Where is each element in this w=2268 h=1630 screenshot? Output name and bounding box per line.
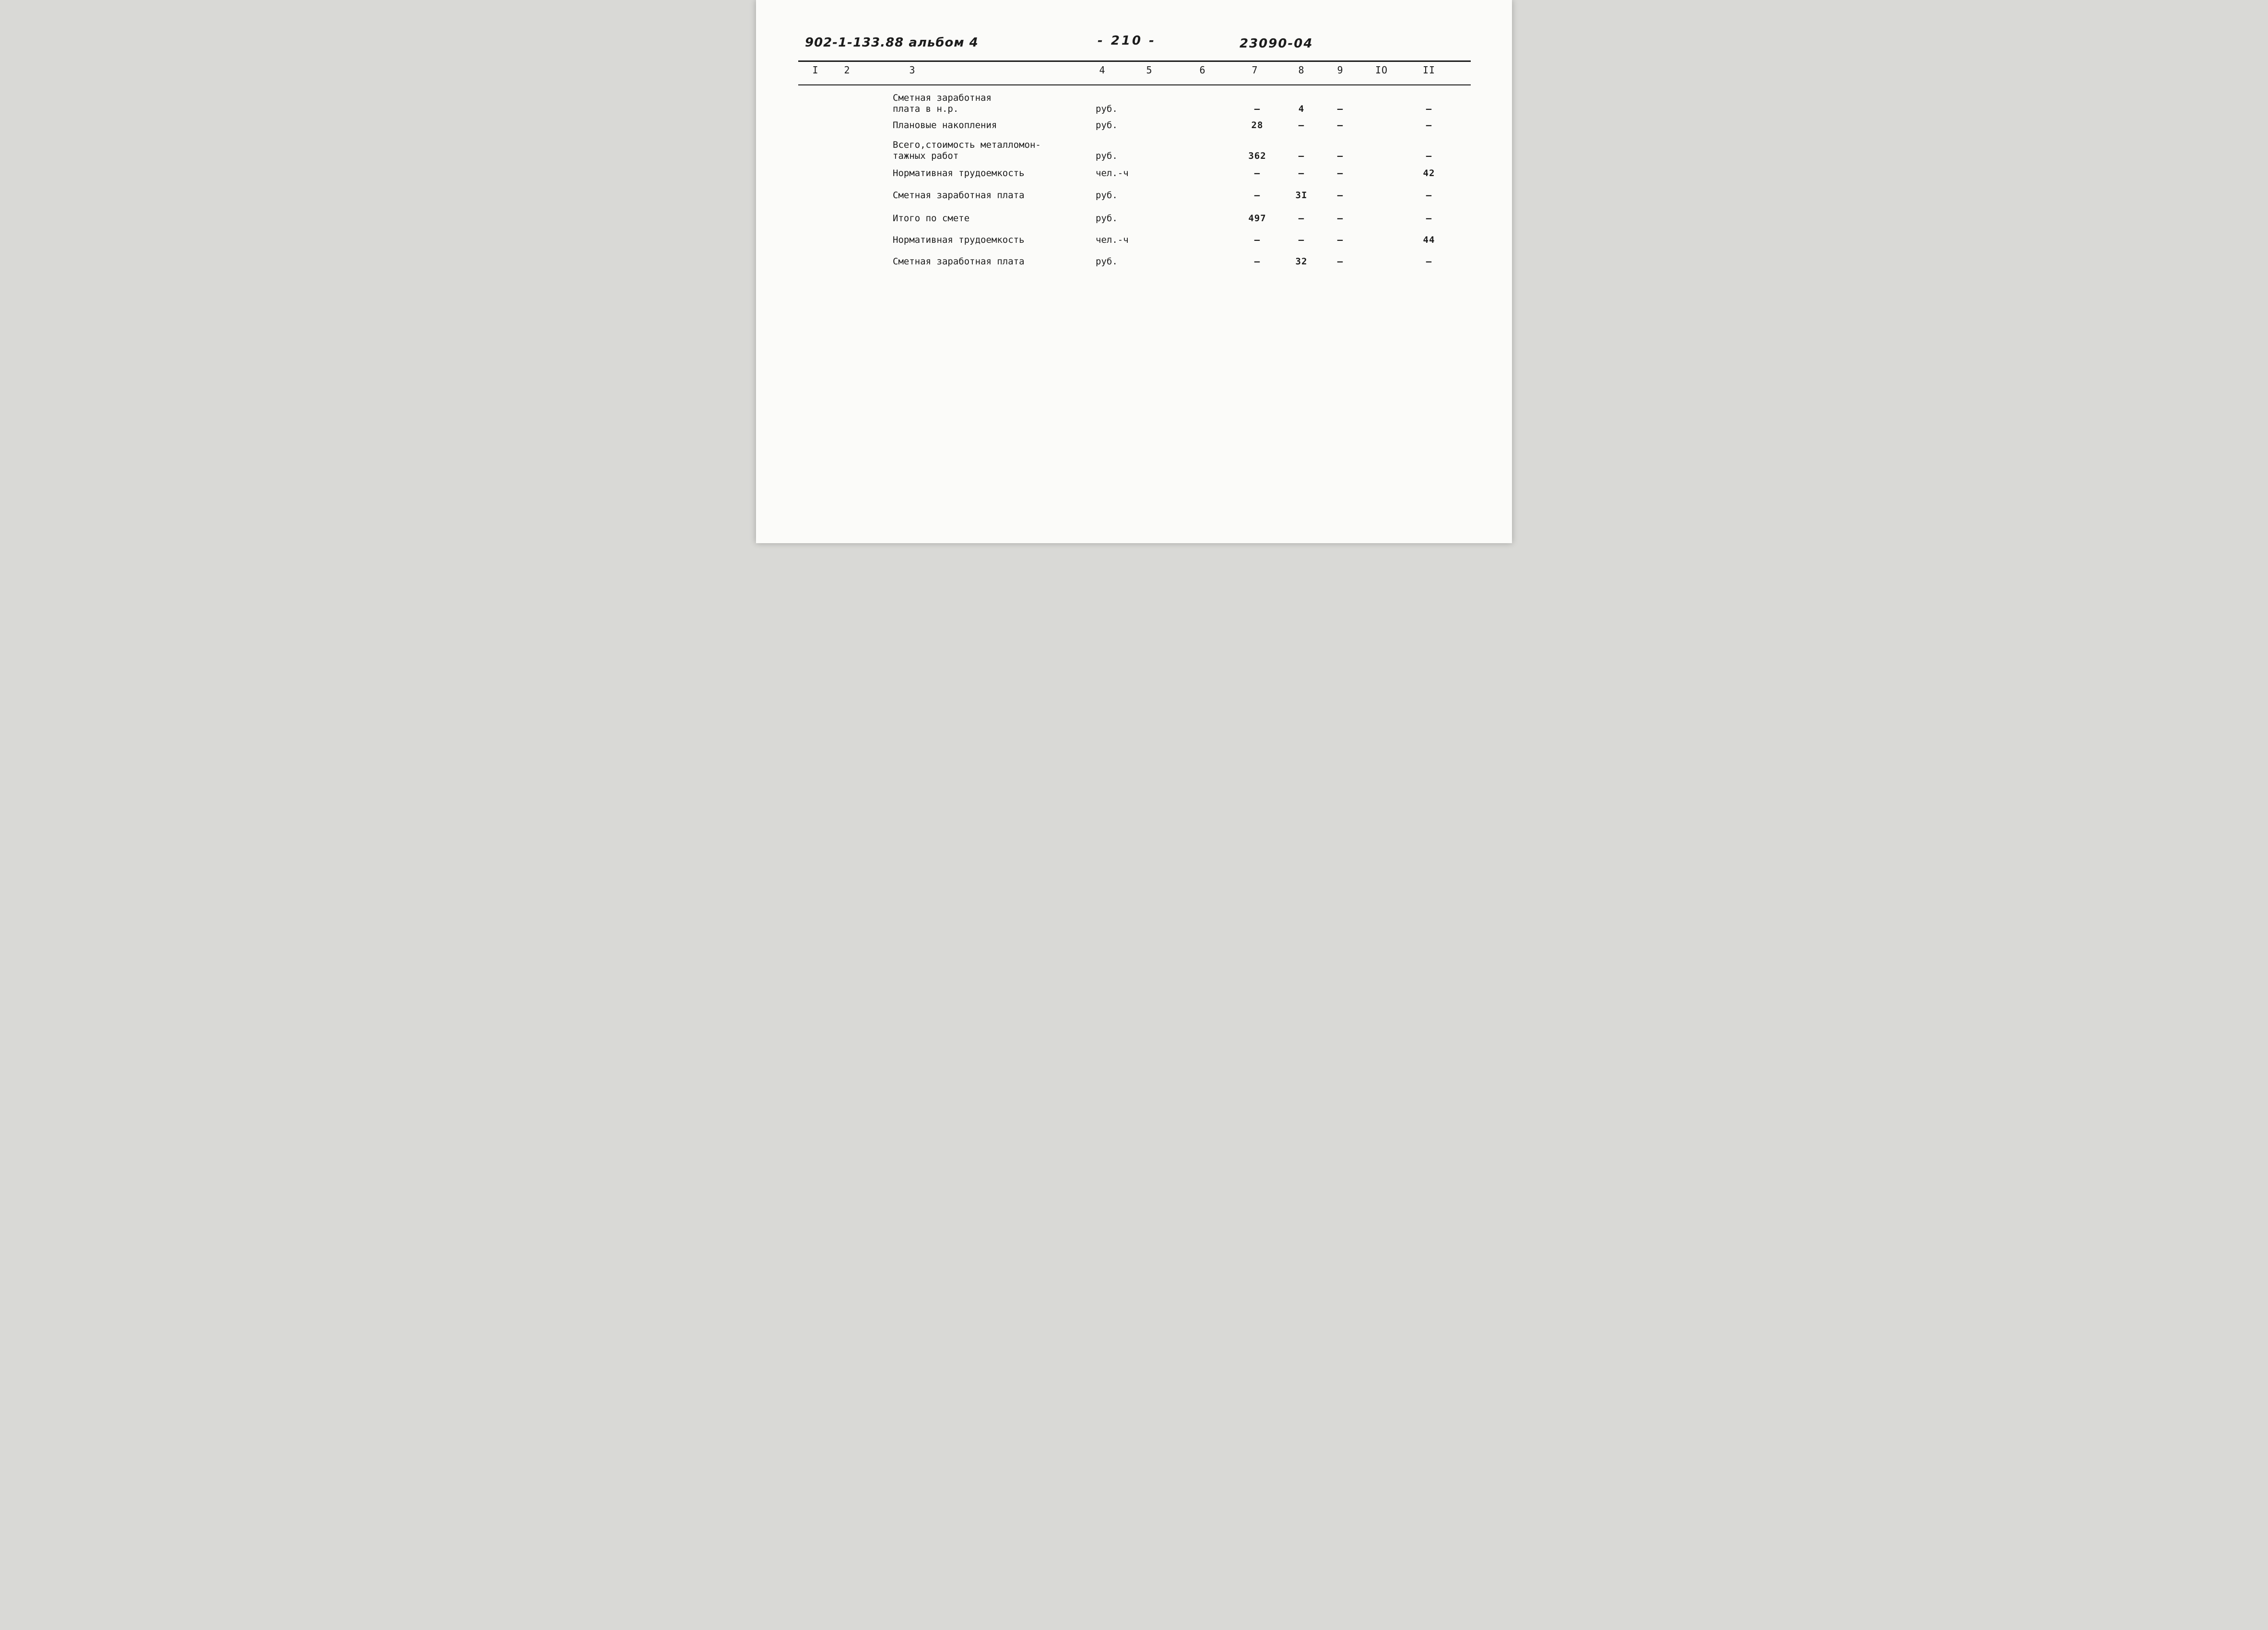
row-name: Плановые накопления <box>893 120 997 131</box>
cell-col8: – <box>1298 168 1305 178</box>
cell-col8: 3I <box>1295 190 1308 201</box>
cell-col7: – <box>1254 256 1261 267</box>
cell-col9: – <box>1337 190 1344 201</box>
column-header-4: 4 <box>1099 64 1106 76</box>
row-name: Нормативная трудоемкость <box>893 235 1025 245</box>
cell-col8: – <box>1298 120 1305 131</box>
row-unit: руб. <box>1096 120 1118 131</box>
row-name: Сметная заработная плата <box>893 190 1025 201</box>
cell-col11: – <box>1426 256 1432 267</box>
column-header-6: 6 <box>1199 64 1206 76</box>
column-header-10: IO <box>1375 64 1388 76</box>
cell-col9: – <box>1337 256 1344 267</box>
table-top-rule <box>798 60 1471 62</box>
row-unit: чел.-ч <box>1096 235 1129 245</box>
row-unit: руб. <box>1096 104 1118 114</box>
cell-col8: 4 <box>1298 104 1305 114</box>
cell-col11: 44 <box>1423 235 1435 245</box>
cell-col11: – <box>1426 151 1432 161</box>
row-name: Сметная заработная плата в н.р. <box>893 93 992 114</box>
cell-col8: – <box>1298 213 1305 224</box>
column-header-8: 8 <box>1298 64 1305 76</box>
column-header-5: 5 <box>1146 64 1153 76</box>
column-header-2: 2 <box>844 64 850 76</box>
cell-col7: – <box>1254 235 1261 245</box>
row-unit: руб. <box>1096 213 1118 224</box>
cell-col7: 28 <box>1251 120 1264 131</box>
column-header-3: 3 <box>909 64 916 76</box>
cell-col9: – <box>1337 120 1344 131</box>
cell-col11: 42 <box>1423 168 1435 178</box>
cell-col9: – <box>1337 104 1344 114</box>
document-number: 902-1-133.88 альбом 4 <box>805 36 979 50</box>
row-unit: чел.-ч <box>1096 168 1129 178</box>
table-header-rule <box>798 84 1471 85</box>
row-name: Всего,стоимость металломон- тажных работ <box>893 140 1041 161</box>
cell-col11: – <box>1426 104 1432 114</box>
cell-col9: – <box>1337 151 1344 161</box>
column-header-7: 7 <box>1252 64 1258 76</box>
cell-col11: – <box>1426 120 1432 131</box>
cell-col11: – <box>1426 190 1432 201</box>
cell-col8: 32 <box>1295 256 1308 267</box>
cell-col8: – <box>1298 151 1305 161</box>
cell-col7: 362 <box>1248 151 1266 161</box>
row-unit: руб. <box>1096 190 1118 201</box>
column-header-1: I <box>812 64 819 76</box>
cell-col9: – <box>1337 235 1344 245</box>
page-number: - 210 - <box>1098 34 1156 48</box>
cell-col7: – <box>1254 104 1261 114</box>
cell-col8: – <box>1298 235 1305 245</box>
column-header-9: 9 <box>1337 64 1344 76</box>
cell-col9: – <box>1337 168 1344 178</box>
document-page: 902-1-133.88 альбом 4 - 210 - 23090-04 I… <box>756 0 1512 543</box>
row-name: Итого по смете <box>893 213 970 224</box>
row-unit: руб. <box>1096 256 1118 267</box>
cell-col7: – <box>1254 190 1261 201</box>
cell-col7: 497 <box>1248 213 1266 224</box>
cell-col7: – <box>1254 168 1261 178</box>
cell-col11: – <box>1426 213 1432 224</box>
row-name: Нормативная трудоемкость <box>893 168 1025 178</box>
row-unit: руб. <box>1096 151 1118 161</box>
document-code: 23090-04 <box>1240 36 1313 51</box>
row-name: Сметная заработная плата <box>893 256 1025 267</box>
cell-col9: – <box>1337 213 1344 224</box>
column-header-11: II <box>1422 64 1436 76</box>
